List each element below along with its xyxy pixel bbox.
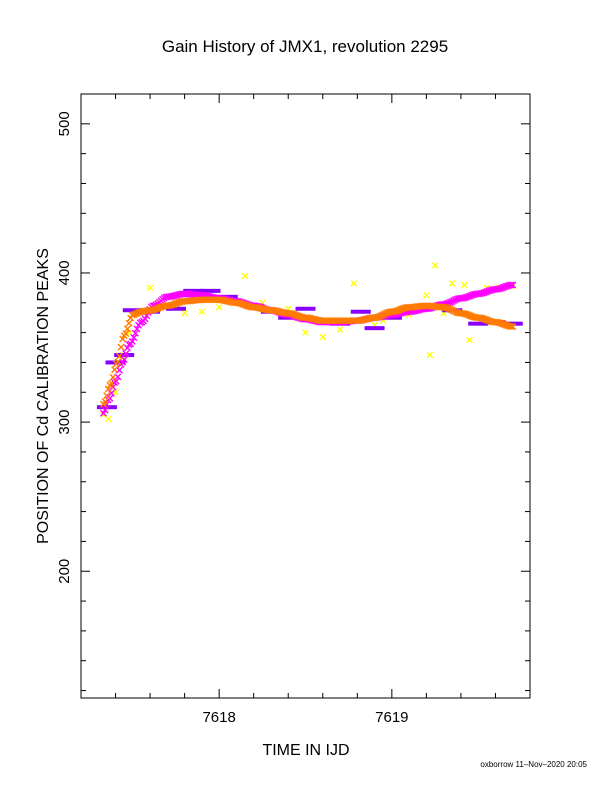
series-3-point bbox=[109, 373, 117, 381]
series-3-point bbox=[111, 366, 119, 374]
series-0-point bbox=[105, 415, 112, 423]
y-axis-label: POSITION OF Cd CALIBRATION PEAKS bbox=[35, 248, 52, 544]
series-3-point bbox=[117, 343, 125, 351]
series-1-point bbox=[468, 321, 489, 326]
series-0-point bbox=[448, 280, 456, 287]
series-0-point bbox=[198, 308, 206, 316]
y-tick-label: 200 bbox=[56, 559, 73, 584]
axis-tick-labels: 200 300 400 500 7618 7619 bbox=[56, 111, 409, 726]
series-0-point bbox=[100, 411, 107, 418]
series-0-point bbox=[431, 262, 439, 269]
series-3-point bbox=[103, 392, 111, 400]
y-tick-label: 300 bbox=[56, 410, 73, 435]
axis-ticks bbox=[80, 94, 531, 698]
plot-frame bbox=[80, 93, 531, 699]
series-1-point bbox=[122, 308, 143, 313]
series-0-point bbox=[215, 303, 223, 311]
series-2-point bbox=[128, 337, 136, 345]
series-3-point bbox=[122, 330, 130, 338]
series-1-point bbox=[96, 405, 117, 410]
chart-title: Gain History of JMX1, revolution 2295 bbox=[162, 37, 448, 56]
series-0-point bbox=[146, 284, 154, 292]
data-series bbox=[96, 262, 523, 423]
x-tick-label: 7618 bbox=[202, 709, 235, 726]
series-1-point bbox=[350, 309, 371, 314]
series-3-point bbox=[107, 379, 115, 387]
series-0-point bbox=[302, 329, 309, 336]
series-3-point bbox=[104, 385, 112, 393]
series-3-point bbox=[123, 325, 131, 333]
series-0-point bbox=[181, 309, 188, 317]
series-1-point bbox=[364, 326, 385, 331]
series-0-point bbox=[466, 336, 473, 344]
x-axis-label: TIME IN IJD bbox=[262, 742, 349, 759]
series-2-point bbox=[131, 329, 139, 337]
series-2-point bbox=[509, 281, 517, 289]
series-0-point bbox=[241, 272, 249, 280]
x-tick-label: 7619 bbox=[375, 709, 408, 726]
y-tick-label: 400 bbox=[56, 260, 73, 285]
series-1-point bbox=[183, 288, 204, 293]
series-0-point bbox=[461, 281, 468, 289]
series-0-point bbox=[350, 280, 358, 287]
series-3-point bbox=[114, 358, 122, 366]
series-1-point bbox=[200, 288, 221, 293]
series-1-point bbox=[165, 306, 186, 311]
series-2-point bbox=[101, 406, 109, 414]
series-2-point bbox=[507, 281, 515, 289]
series-3-point bbox=[101, 398, 109, 406]
series-0-point bbox=[423, 292, 430, 299]
series-1-point bbox=[295, 306, 316, 311]
series-2-point bbox=[122, 350, 130, 358]
series-3-point bbox=[115, 352, 123, 360]
series-0-point bbox=[319, 333, 327, 341]
series-3-point bbox=[125, 319, 133, 327]
series-2-point bbox=[130, 334, 138, 342]
footer-credit: oxborrow 11–Nov–2020 20:05 bbox=[480, 760, 587, 769]
series-3-point bbox=[119, 335, 127, 343]
series-2-point bbox=[133, 325, 141, 333]
series-3-point bbox=[509, 323, 517, 331]
series-2-point bbox=[120, 355, 128, 363]
series-0-point bbox=[336, 326, 344, 333]
series-3-point bbox=[507, 323, 515, 331]
y-tick-label: 500 bbox=[56, 111, 73, 136]
series-2-point bbox=[109, 383, 117, 391]
series-0-point bbox=[426, 351, 434, 359]
